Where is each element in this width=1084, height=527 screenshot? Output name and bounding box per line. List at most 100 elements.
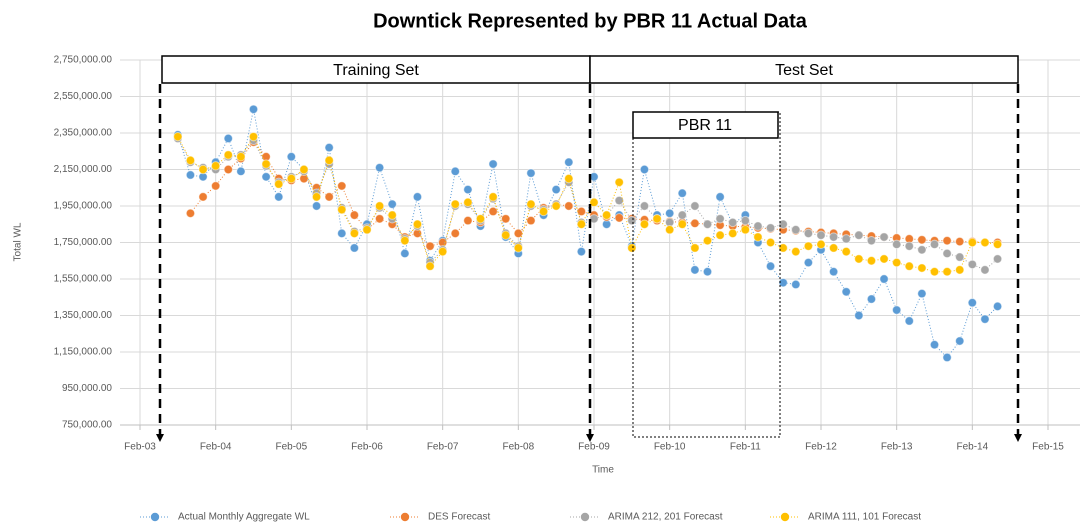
data-point (425, 241, 435, 251)
data-point (891, 257, 902, 268)
data-point (236, 152, 246, 162)
pbr-box (632, 111, 779, 139)
data-point (753, 232, 763, 242)
data-point (967, 298, 978, 308)
data-point (412, 192, 423, 202)
data-point (450, 228, 460, 239)
data-point (929, 239, 940, 250)
x-tick-label: Feb-13 (881, 442, 913, 453)
data-point (854, 230, 864, 240)
data-point (337, 181, 347, 191)
data-point (463, 184, 473, 195)
data-point (866, 235, 877, 246)
y-tick-label: 750,000.00 (62, 420, 112, 431)
data-point (349, 210, 360, 220)
data-point (387, 199, 397, 209)
data-point (879, 274, 889, 284)
data-point (576, 206, 587, 217)
data-point (210, 161, 221, 171)
x-tick-label: Feb-04 (200, 442, 232, 453)
data-point (664, 225, 675, 235)
data-point (425, 261, 435, 271)
data-point (627, 243, 637, 253)
data-point (841, 246, 851, 257)
data-point (929, 340, 940, 350)
data-point (286, 173, 297, 184)
y-tick-label: 1,750,000.00 (54, 237, 113, 248)
data-point (942, 352, 952, 363)
legend-marker (400, 512, 410, 522)
data-point (816, 239, 826, 250)
data-point (702, 267, 713, 277)
test-label: Test Set (775, 62, 833, 79)
training-label: Training Set (333, 62, 419, 79)
data-point (564, 173, 574, 184)
data-point (891, 305, 902, 315)
data-point (791, 246, 801, 257)
x-tick-label: Feb-12 (805, 442, 837, 453)
data-point (917, 245, 927, 255)
x-tick-label: Feb-15 (1032, 442, 1064, 453)
data-point (690, 201, 700, 211)
data-point (501, 230, 511, 240)
data-point (664, 208, 675, 219)
data-point (261, 172, 271, 182)
data-point (198, 192, 208, 202)
data-point (803, 241, 814, 251)
data-point (526, 168, 536, 178)
y-tick-label: 1,350,000.00 (54, 310, 113, 321)
data-point (437, 246, 448, 257)
data-point (828, 232, 839, 242)
data-point (463, 197, 473, 208)
data-point (728, 228, 738, 239)
data-point (992, 301, 1003, 312)
pbr-label: PBR 11 (678, 117, 732, 134)
data-point (450, 199, 460, 209)
data-point (614, 195, 624, 206)
data-point (942, 248, 952, 259)
data-point (728, 217, 738, 228)
x-tick-label: Feb-09 (578, 442, 610, 453)
data-point (627, 215, 637, 226)
data-point (274, 192, 284, 202)
y-tick-label: 1,150,000.00 (54, 347, 113, 358)
data-point (614, 213, 624, 223)
data-point (236, 166, 246, 177)
data-point (992, 254, 1003, 264)
data-point (980, 314, 990, 324)
data-point (589, 197, 599, 208)
data-point (690, 265, 700, 275)
data-point (564, 157, 574, 167)
legend-marker (150, 512, 160, 522)
y-tick-label: 2,750,000.00 (54, 55, 113, 66)
data-point (715, 192, 725, 202)
data-point (185, 155, 196, 166)
data-point (576, 246, 587, 257)
data-point (362, 225, 372, 235)
data-point (463, 215, 473, 226)
training-box (161, 55, 591, 84)
data-point (652, 214, 662, 224)
data-point (324, 142, 334, 153)
data-point (400, 235, 410, 246)
y-tick-label: 1,950,000.00 (54, 201, 113, 212)
data-point (879, 254, 889, 264)
data-point (942, 235, 952, 246)
data-point (198, 164, 208, 175)
y-tick-label: 2,150,000.00 (54, 164, 113, 175)
data-point (967, 237, 978, 248)
data-point (349, 228, 360, 239)
data-point (223, 150, 233, 160)
data-point (955, 236, 965, 247)
data-point (400, 248, 410, 259)
x-tick-label: Feb-06 (351, 442, 383, 453)
data-point (526, 199, 536, 209)
x-tick-label: Feb-11 (730, 442, 761, 453)
data-point (791, 225, 801, 235)
data-point (740, 225, 751, 235)
x-tick-label: Feb-07 (427, 442, 459, 453)
data-point (715, 230, 725, 240)
data-point (765, 261, 776, 271)
data-point (854, 310, 864, 321)
data-point (879, 232, 889, 242)
